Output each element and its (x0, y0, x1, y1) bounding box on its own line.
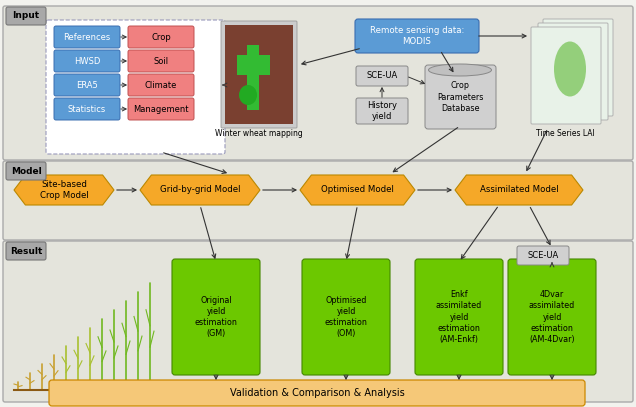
FancyBboxPatch shape (302, 259, 390, 375)
Text: SCE-UA: SCE-UA (366, 72, 398, 81)
FancyBboxPatch shape (356, 98, 408, 124)
FancyBboxPatch shape (221, 21, 297, 128)
FancyBboxPatch shape (517, 246, 569, 265)
FancyBboxPatch shape (355, 19, 479, 53)
FancyBboxPatch shape (415, 259, 503, 375)
FancyBboxPatch shape (128, 50, 194, 72)
Text: Crop
Parameters
Database: Crop Parameters Database (437, 81, 483, 113)
Text: SCE-UA: SCE-UA (527, 250, 558, 260)
FancyBboxPatch shape (508, 259, 596, 375)
Text: Remote sensing data:
MODIS: Remote sensing data: MODIS (370, 26, 464, 46)
Text: Original
yield
estimation
(GM): Original yield estimation (GM) (195, 296, 237, 338)
Text: Assimilated Model: Assimilated Model (480, 186, 558, 195)
FancyBboxPatch shape (54, 98, 120, 120)
FancyBboxPatch shape (172, 259, 260, 375)
Text: Optimised Model: Optimised Model (321, 186, 394, 195)
Text: Site-based
Crop Model: Site-based Crop Model (39, 180, 88, 200)
Ellipse shape (554, 42, 586, 96)
FancyBboxPatch shape (128, 98, 194, 120)
Text: Grid-by-grid Model: Grid-by-grid Model (160, 186, 240, 195)
FancyBboxPatch shape (128, 26, 194, 48)
Polygon shape (140, 175, 260, 205)
Text: Model: Model (11, 166, 41, 175)
FancyBboxPatch shape (49, 380, 585, 406)
FancyBboxPatch shape (6, 7, 46, 25)
Text: Validation & Comparison & Analysis: Validation & Comparison & Analysis (230, 388, 404, 398)
Text: Soil: Soil (153, 57, 169, 66)
Text: Crop: Crop (151, 33, 171, 42)
Text: Enkf
assimilated
yield
estimation
(AM-Enkf): Enkf assimilated yield estimation (AM-En… (436, 290, 482, 344)
FancyBboxPatch shape (128, 74, 194, 96)
Text: HWSD: HWSD (74, 57, 100, 66)
Polygon shape (237, 45, 270, 110)
Text: Input: Input (13, 11, 39, 20)
FancyBboxPatch shape (54, 74, 120, 96)
Ellipse shape (558, 37, 590, 92)
FancyBboxPatch shape (425, 65, 496, 129)
FancyBboxPatch shape (6, 242, 46, 260)
FancyBboxPatch shape (3, 161, 633, 240)
FancyBboxPatch shape (54, 26, 120, 48)
Ellipse shape (239, 85, 257, 105)
Ellipse shape (429, 64, 492, 76)
FancyBboxPatch shape (3, 241, 633, 402)
Text: ERA5: ERA5 (76, 81, 98, 90)
Text: Climate: Climate (145, 81, 177, 90)
FancyBboxPatch shape (543, 19, 613, 116)
Polygon shape (300, 175, 415, 205)
Polygon shape (455, 175, 583, 205)
Text: Optimised
yield
estimation
(OM): Optimised yield estimation (OM) (324, 296, 368, 338)
Text: Statistics: Statistics (68, 105, 106, 114)
Text: Winter wheat mapping: Winter wheat mapping (215, 129, 303, 138)
FancyBboxPatch shape (531, 27, 601, 124)
Ellipse shape (556, 39, 588, 94)
Bar (225, 25, 293, 124)
Text: Management: Management (134, 105, 189, 114)
Text: History
yield: History yield (367, 101, 397, 121)
Text: Result: Result (10, 247, 42, 256)
FancyBboxPatch shape (6, 162, 46, 180)
FancyBboxPatch shape (538, 23, 608, 120)
Text: References: References (64, 33, 111, 42)
FancyBboxPatch shape (3, 6, 633, 160)
Text: 4Dvar
assimilated
yield
estimation
(AM-4Dvar): 4Dvar assimilated yield estimation (AM-4… (529, 290, 575, 344)
FancyBboxPatch shape (54, 50, 120, 72)
FancyBboxPatch shape (356, 66, 408, 86)
FancyBboxPatch shape (46, 20, 225, 154)
Polygon shape (14, 175, 114, 205)
Text: Time Series LAI: Time Series LAI (536, 129, 595, 138)
